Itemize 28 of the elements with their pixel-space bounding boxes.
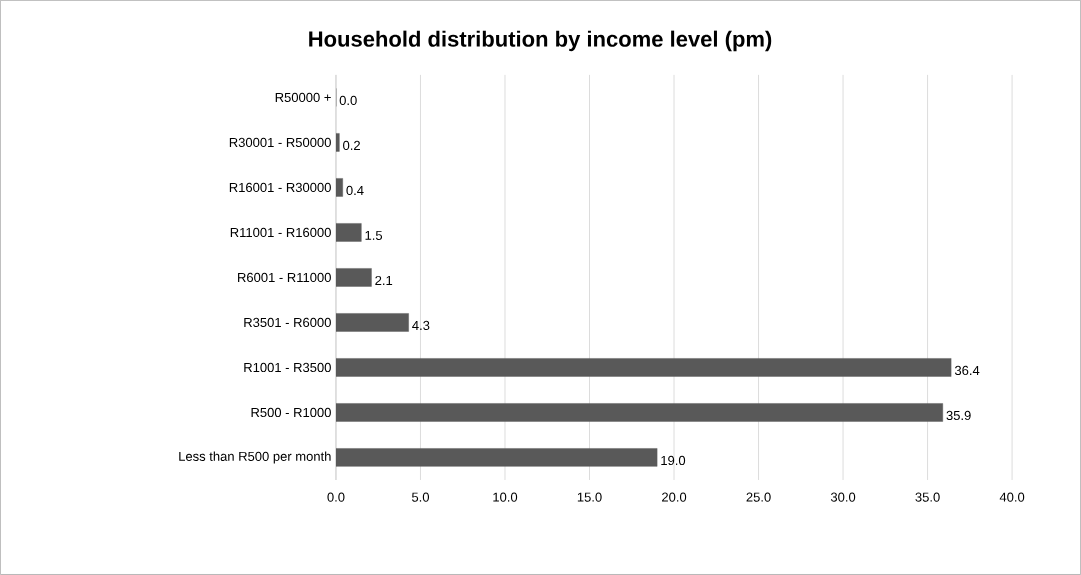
data-label: 4.3: [412, 320, 430, 331]
x-tick-label: 20.0: [662, 492, 687, 502]
x-tick-label: 30.0: [830, 492, 856, 502]
y-tick-label: R3501 - R6000: [244, 317, 331, 328]
data-label: 0.4: [346, 185, 364, 196]
y-tick-label: R30001 - R50000: [229, 137, 331, 148]
y-tick-label: R6001 - R11000: [238, 272, 331, 283]
data-label: 0.0: [339, 95, 357, 106]
x-tick-label: 15.0: [577, 492, 602, 502]
x-tick-label: 40.0: [999, 492, 1025, 502]
y-tick-label: R500 - R1000: [251, 407, 331, 418]
y-tick-label: R1001 - R3500: [244, 362, 331, 373]
data-label: 0.2: [343, 140, 360, 151]
x-tick-label: 35.0: [915, 492, 940, 502]
data-label: 36.4: [954, 365, 980, 376]
y-tick-label: R11001 - R16000: [230, 227, 331, 238]
x-tick-label: 25.0: [746, 492, 771, 502]
data-label: 35.9: [946, 410, 971, 421]
y-tick-label: Less than R500 per month: [179, 451, 331, 464]
data-label: 2.1: [375, 275, 393, 286]
data-label: 19.0: [661, 455, 686, 466]
x-tick-label: 5.0: [411, 492, 430, 502]
data-label: 1.5: [365, 230, 383, 241]
chart-title: Household distribution by income level (pm): [309, 30, 772, 52]
y-tick-label: R16001 - R30000: [229, 182, 331, 193]
y-tick-label: R50000 +: [275, 92, 331, 103]
x-tick-label: 0.0: [327, 492, 345, 502]
x-tick-label: 10.0: [493, 492, 518, 502]
